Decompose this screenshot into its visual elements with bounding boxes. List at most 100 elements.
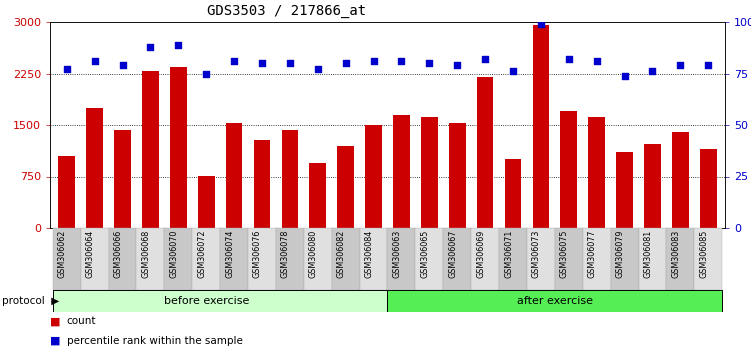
- Bar: [309, 163, 326, 228]
- FancyBboxPatch shape: [109, 228, 137, 290]
- Bar: [672, 132, 689, 228]
- FancyBboxPatch shape: [220, 228, 248, 290]
- Bar: [449, 123, 466, 228]
- FancyBboxPatch shape: [443, 228, 471, 290]
- FancyBboxPatch shape: [695, 228, 722, 290]
- Bar: [282, 130, 298, 228]
- Text: GSM306080: GSM306080: [309, 230, 318, 278]
- Text: GSM306073: GSM306073: [532, 230, 541, 278]
- FancyBboxPatch shape: [499, 228, 527, 290]
- Text: GDS3503 / 217866_at: GDS3503 / 217866_at: [207, 4, 366, 18]
- FancyBboxPatch shape: [666, 228, 695, 290]
- Text: GSM306065: GSM306065: [421, 230, 430, 278]
- Text: GSM306067: GSM306067: [448, 230, 457, 278]
- Text: ■: ■: [50, 336, 61, 346]
- Text: GSM306062: GSM306062: [58, 230, 67, 278]
- Bar: [477, 77, 493, 228]
- Point: [144, 44, 156, 50]
- Text: GSM306079: GSM306079: [616, 230, 625, 278]
- FancyBboxPatch shape: [611, 228, 638, 290]
- Point: [674, 62, 686, 68]
- Bar: [226, 123, 243, 228]
- FancyBboxPatch shape: [638, 228, 666, 290]
- Point: [228, 58, 240, 64]
- Text: GSM306064: GSM306064: [86, 230, 95, 278]
- FancyBboxPatch shape: [137, 228, 164, 290]
- Point: [312, 67, 324, 72]
- FancyBboxPatch shape: [555, 228, 583, 290]
- FancyBboxPatch shape: [360, 228, 388, 290]
- Bar: [142, 72, 158, 228]
- Point: [201, 71, 213, 76]
- Text: after exercise: after exercise: [517, 296, 593, 306]
- FancyBboxPatch shape: [192, 228, 220, 290]
- Text: GSM306083: GSM306083: [671, 230, 680, 278]
- Bar: [337, 145, 354, 228]
- Text: before exercise: before exercise: [164, 296, 249, 306]
- FancyBboxPatch shape: [415, 228, 443, 290]
- Bar: [393, 115, 410, 228]
- Text: GSM306084: GSM306084: [364, 230, 373, 278]
- Text: count: count: [67, 316, 96, 326]
- Bar: [59, 156, 75, 228]
- Text: percentile rank within the sample: percentile rank within the sample: [67, 336, 243, 346]
- Text: GSM306081: GSM306081: [644, 230, 653, 278]
- Point: [424, 61, 436, 66]
- Text: GSM306075: GSM306075: [559, 230, 569, 278]
- Point: [256, 61, 268, 66]
- FancyBboxPatch shape: [332, 228, 360, 290]
- Bar: [114, 130, 131, 228]
- FancyBboxPatch shape: [276, 228, 304, 290]
- Point: [339, 61, 351, 66]
- Text: GSM306076: GSM306076: [253, 230, 262, 278]
- Text: GSM306074: GSM306074: [225, 230, 234, 278]
- FancyBboxPatch shape: [388, 290, 722, 312]
- Point: [61, 67, 73, 72]
- FancyBboxPatch shape: [80, 228, 109, 290]
- Bar: [560, 111, 578, 228]
- Point: [479, 56, 491, 62]
- FancyBboxPatch shape: [53, 228, 80, 290]
- Point: [451, 62, 463, 68]
- Point: [507, 69, 519, 74]
- Text: protocol  ▶: protocol ▶: [2, 296, 59, 306]
- FancyBboxPatch shape: [53, 290, 388, 312]
- FancyBboxPatch shape: [388, 228, 415, 290]
- Bar: [532, 25, 549, 228]
- Text: GSM306072: GSM306072: [198, 230, 207, 278]
- Text: GSM306069: GSM306069: [476, 230, 485, 278]
- Text: ■: ■: [50, 316, 61, 326]
- Text: GSM306082: GSM306082: [336, 230, 345, 278]
- Text: GSM306070: GSM306070: [169, 230, 178, 278]
- Point: [562, 56, 575, 62]
- FancyBboxPatch shape: [248, 228, 276, 290]
- Bar: [421, 117, 438, 228]
- Text: GSM306068: GSM306068: [141, 230, 150, 278]
- Text: GSM306063: GSM306063: [393, 230, 402, 278]
- Bar: [588, 117, 605, 228]
- Point: [619, 73, 631, 78]
- FancyBboxPatch shape: [471, 228, 499, 290]
- Text: GSM306078: GSM306078: [281, 230, 290, 278]
- Bar: [198, 176, 215, 228]
- Point: [284, 61, 296, 66]
- Text: GSM306085: GSM306085: [699, 230, 708, 278]
- Point: [591, 58, 603, 64]
- Text: GSM306077: GSM306077: [588, 230, 597, 278]
- Bar: [700, 149, 716, 228]
- Point: [367, 58, 379, 64]
- Point: [535, 21, 547, 27]
- FancyBboxPatch shape: [583, 228, 611, 290]
- Point: [116, 62, 128, 68]
- Bar: [254, 140, 270, 228]
- Bar: [617, 153, 633, 228]
- Point: [172, 42, 184, 47]
- Bar: [644, 143, 661, 228]
- Text: GSM306066: GSM306066: [113, 230, 122, 278]
- FancyBboxPatch shape: [304, 228, 332, 290]
- FancyBboxPatch shape: [527, 228, 555, 290]
- Bar: [365, 125, 382, 228]
- Point: [702, 62, 714, 68]
- Point: [89, 58, 101, 64]
- Bar: [170, 67, 187, 228]
